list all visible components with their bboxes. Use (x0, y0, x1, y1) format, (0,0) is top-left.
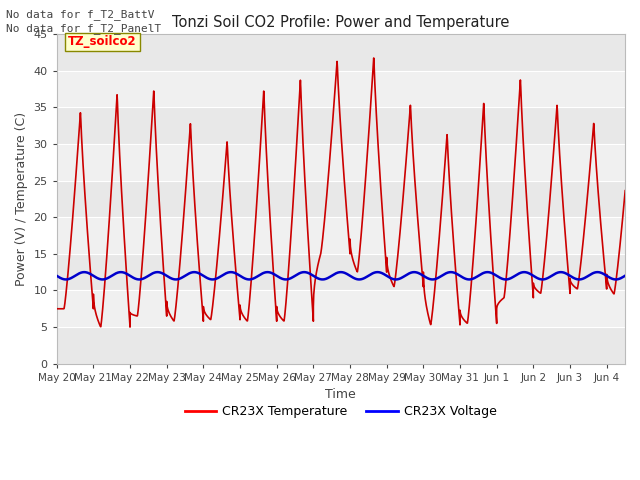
Bar (57, 180, 625, 217)
Y-axis label: Power (V) / Temperature (C): Power (V) / Temperature (C) (15, 112, 28, 286)
Bar (57, 327, 625, 364)
Title: Tonzi Soil CO2 Profile: Power and Temperature: Tonzi Soil CO2 Profile: Power and Temper… (172, 15, 509, 30)
Legend: CR23X Temperature, CR23X Voltage: CR23X Temperature, CR23X Voltage (180, 400, 502, 423)
Bar (57, 217, 625, 254)
Bar (57, 34, 625, 71)
Bar (57, 144, 625, 180)
Text: TZ_soilco2: TZ_soilco2 (68, 36, 137, 48)
Bar (57, 290, 625, 327)
Text: No data for f_T2_BattV: No data for f_T2_BattV (6, 9, 155, 20)
Text: No data for f_T2_PanelT: No data for f_T2_PanelT (6, 23, 162, 34)
X-axis label: Time: Time (326, 388, 356, 401)
Bar (57, 254, 625, 290)
Bar (57, 71, 625, 107)
Bar (57, 107, 625, 144)
